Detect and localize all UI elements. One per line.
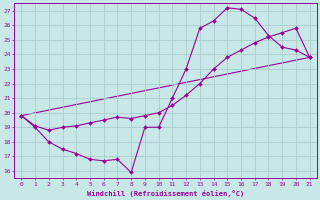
- X-axis label: Windchill (Refroidissement éolien,°C): Windchill (Refroidissement éolien,°C): [87, 190, 244, 197]
